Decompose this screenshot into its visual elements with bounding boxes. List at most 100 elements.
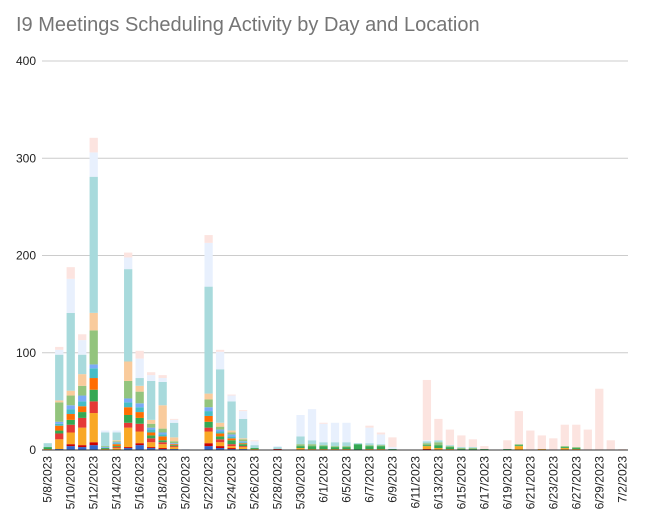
x-axis-ticks: 5/8/2023 5/10/2023 5/12/2023 5/14/2023 5/16/… bbox=[41, 456, 630, 510]
bar-segment bbox=[227, 448, 236, 450]
bar-segment bbox=[215, 446, 225, 449]
bar-segment bbox=[170, 443, 179, 445]
bar-segment bbox=[227, 440, 236, 445]
bar-segment bbox=[330, 442, 340, 447]
bar-segment bbox=[147, 419, 156, 424]
bar-segment bbox=[78, 354, 87, 375]
x-tick-label: 6/21/2023 bbox=[523, 456, 537, 510]
bar-segment bbox=[55, 439, 64, 450]
x-tick-label: 5/18/2023 bbox=[156, 456, 170, 510]
bar-segment bbox=[158, 381, 167, 406]
bar-segment bbox=[89, 413, 98, 443]
bar-segment bbox=[434, 448, 443, 450]
x-tick-label: 6/19/2023 bbox=[500, 456, 514, 510]
bar-segment bbox=[250, 445, 259, 449]
bar-segment bbox=[147, 372, 156, 376]
bar-segment bbox=[227, 434, 236, 437]
bar-segment bbox=[215, 351, 225, 370]
x-tick-label: 6/29/2023 bbox=[592, 456, 606, 510]
bar-segment bbox=[353, 443, 363, 445]
bar-segment bbox=[204, 286, 213, 394]
bar-segment bbox=[468, 448, 478, 450]
bar-segment bbox=[549, 438, 558, 450]
bar-segment bbox=[250, 441, 259, 446]
bar-segment bbox=[89, 401, 98, 414]
bar-segment bbox=[227, 438, 236, 441]
bar-segment bbox=[147, 375, 156, 381]
bar-segment bbox=[135, 423, 144, 432]
bar-segment bbox=[170, 441, 179, 444]
bar-segment bbox=[135, 431, 144, 444]
bar-segment bbox=[135, 417, 144, 424]
bar-segment bbox=[66, 278, 75, 313]
bar-segment bbox=[135, 407, 144, 413]
bar-segment bbox=[215, 442, 225, 447]
bar-segment bbox=[376, 444, 386, 446]
bar-segment bbox=[422, 443, 432, 446]
bar-segment bbox=[170, 446, 179, 448]
bar-segment bbox=[170, 419, 179, 423]
bar-segment bbox=[204, 411, 213, 416]
bar-segment bbox=[227, 394, 236, 396]
bar-segment bbox=[204, 415, 213, 422]
bar-segment bbox=[503, 440, 512, 450]
bar-segment bbox=[526, 430, 535, 450]
bar-segment bbox=[158, 378, 167, 382]
bar-segment bbox=[124, 447, 133, 449]
bar-segment bbox=[376, 432, 386, 435]
bar-segment bbox=[147, 432, 156, 436]
bar-segment bbox=[365, 443, 374, 446]
bar-segment bbox=[434, 442, 443, 446]
x-tick-label: 6/7/2023 bbox=[362, 456, 376, 503]
bar-segment bbox=[124, 380, 133, 399]
bar-segment bbox=[204, 393, 213, 400]
bar-segment bbox=[170, 422, 179, 438]
bar-segment bbox=[55, 433, 64, 440]
bar-segment bbox=[78, 340, 87, 355]
bar-segment bbox=[112, 442, 121, 444]
bar-segment bbox=[514, 446, 523, 450]
bar-segment bbox=[595, 388, 604, 450]
bar-segment bbox=[227, 446, 236, 449]
bar-segment bbox=[227, 444, 236, 447]
bar-segment bbox=[422, 441, 432, 444]
bar-segment bbox=[89, 152, 98, 177]
bar-segment bbox=[572, 447, 581, 449]
bar-segment bbox=[215, 431, 225, 434]
bar-segment bbox=[365, 446, 374, 450]
bar-segment bbox=[66, 419, 75, 425]
bar-segment bbox=[204, 446, 213, 450]
bar-segment bbox=[78, 334, 87, 341]
bar-segment bbox=[342, 442, 351, 447]
bar-segment bbox=[66, 444, 75, 447]
bar-segment bbox=[78, 427, 87, 446]
bar-segment bbox=[514, 411, 523, 445]
bar-segment bbox=[170, 445, 179, 447]
bar-segment bbox=[227, 436, 236, 439]
bar-segment bbox=[135, 391, 144, 404]
bar-segment bbox=[101, 432, 110, 447]
bar-segment bbox=[307, 446, 317, 450]
bar-segment bbox=[101, 448, 110, 450]
bar-segment bbox=[124, 402, 133, 408]
bar-segment bbox=[376, 446, 386, 450]
bar-segment bbox=[66, 267, 75, 279]
bar-segment bbox=[215, 429, 225, 432]
bar-segment bbox=[342, 422, 351, 443]
x-tick-label: 6/1/2023 bbox=[317, 456, 331, 503]
x-tick-label: 6/23/2023 bbox=[546, 456, 560, 510]
bar-segment bbox=[89, 330, 98, 365]
bar-segment bbox=[422, 379, 432, 441]
bar-segment bbox=[89, 364, 98, 369]
x-tick-label: 5/8/2023 bbox=[41, 456, 55, 503]
bar-segment bbox=[147, 423, 156, 428]
bar-segment bbox=[204, 427, 213, 432]
x-tick-label: 5/14/2023 bbox=[110, 456, 124, 510]
bar-segment bbox=[250, 440, 259, 442]
bar-segment bbox=[89, 137, 98, 153]
bar-segment bbox=[560, 447, 569, 449]
y-tick-label: 200 bbox=[16, 249, 36, 263]
bar-segment bbox=[238, 439, 248, 442]
bar-segment bbox=[376, 434, 386, 445]
bar-segment bbox=[238, 411, 248, 419]
